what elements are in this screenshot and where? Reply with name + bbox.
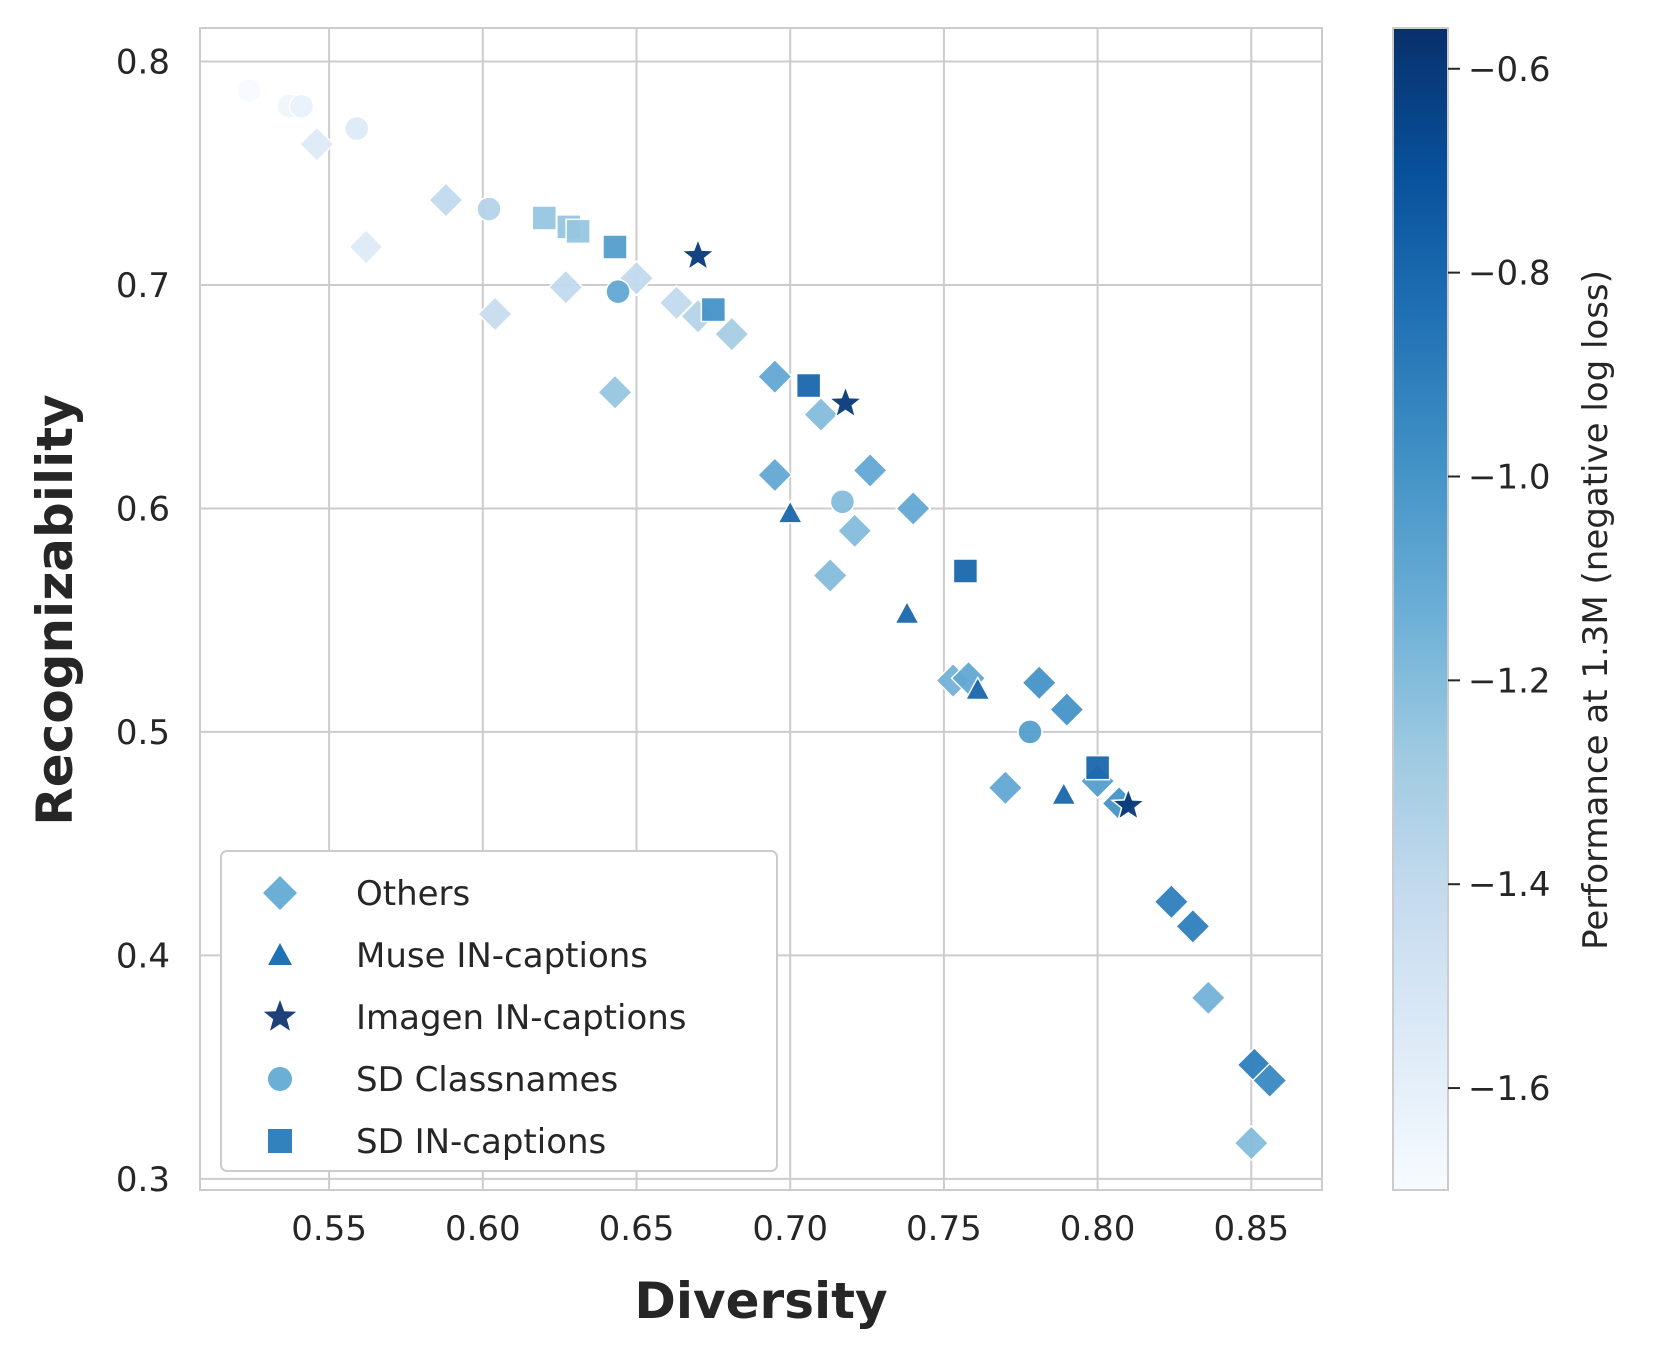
x-tick-label: 0.75 [906,1209,982,1249]
x-tick-label: 0.65 [599,1209,675,1249]
x-tick-label: 0.85 [1213,1209,1289,1249]
sd-in-captions-point [532,206,556,230]
colorbar-tick-label: −0.8 [1468,254,1551,294]
sd-classnames-point [289,94,313,118]
colorbar-label: Performance at 1.3M (negative log loss) [1576,270,1616,950]
colorbar: −0.6 −0.8 −1.0 −1.2 −1.4 −1.6 Performance at … [1393,28,1616,1190]
sd-classnames-point [606,280,630,304]
sd-classnames-point [477,197,501,221]
x-tick-label: 0.60 [445,1209,521,1249]
y-axis-label: Recognizability [26,394,84,825]
legend-marker-sd-classnames [268,1067,292,1091]
x-tick-label: 0.80 [1060,1209,1136,1249]
colorbar-tick-label: −1.6 [1468,1069,1551,1109]
legend-label-imagen-in-captions: Imagen IN-captions [356,998,687,1038]
sd-classnames-point [237,79,261,103]
colorbar-tick-label: −1.4 [1468,865,1551,905]
sd-in-captions-point [953,559,977,583]
y-tick-label: 0.3 [116,1160,170,1200]
x-axis-label: Diversity [634,1272,887,1330]
legend-marker-sd-in-captions [268,1129,292,1153]
legend-label-sd-in-captions: SD IN-captions [356,1122,606,1162]
x-tick-label: 0.55 [291,1209,367,1249]
legend-label-muse-in-captions: Muse IN-captions [356,936,648,976]
legend: Others Muse IN-captions Imagen IN-captions… [221,851,777,1171]
sd-classnames-point [345,117,369,141]
sd-classnames-point [830,490,854,514]
sd-in-captions-point [797,374,821,398]
y-tick-label: 0.6 [116,489,170,529]
x-tick-label: 0.70 [752,1209,828,1249]
x-axis-ticks: 0.55 0.60 0.65 0.70 0.75 0.80 0.85 [291,1209,1289,1249]
sd-in-captions-point [603,235,627,259]
y-tick-label: 0.5 [116,713,170,753]
legend-label-others: Others [356,874,470,914]
y-tick-label: 0.7 [116,266,170,306]
y-tick-label: 0.8 [116,43,170,83]
legend-label-sd-classnames: SD Classnames [356,1060,618,1100]
y-tick-label: 0.4 [116,936,170,976]
colorbar-ticks: −0.6 −0.8 −1.0 −1.2 −1.4 −1.6 [1448,50,1551,1109]
sd-in-captions-point [701,298,725,322]
colorbar-tick-label: −0.6 [1468,50,1551,90]
sd-in-captions-point [566,219,590,243]
sd-classnames-point [1018,720,1042,744]
colorbar-tick-label: −1.0 [1468,457,1551,497]
y-axis-ticks: 0.3 0.4 0.5 0.6 0.7 0.8 [116,43,170,1200]
sd-in-captions-point [1086,756,1110,780]
colorbar-gradient [1393,28,1448,1190]
colorbar-tick-label: −1.2 [1468,661,1551,701]
